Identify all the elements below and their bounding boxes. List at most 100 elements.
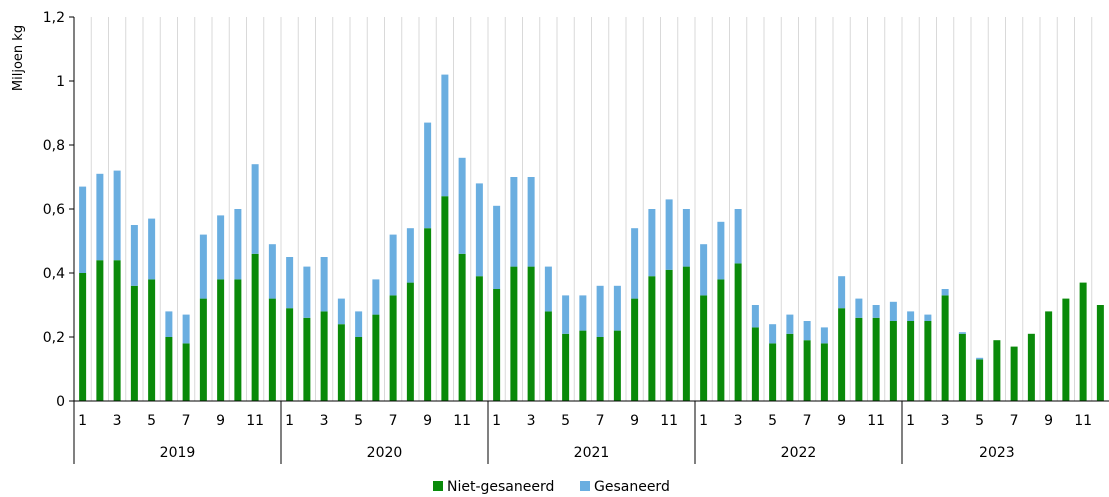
bar-niet-gesaneerd [1045, 311, 1053, 401]
x-tick-label: 11 [660, 413, 678, 429]
bar-niet-gesaneerd [493, 289, 501, 401]
bar-gesaneerd [803, 321, 811, 341]
legend-niet-gesaneerd-label: Niet-gesaneerd [447, 479, 554, 495]
legend-gesaneerd-label: Gesaneerd [594, 479, 670, 495]
x-tick-label: 7 [389, 413, 398, 429]
x-tick-label: 3 [320, 413, 329, 429]
bar-gesaneerd [79, 186, 87, 273]
bar-niet-gesaneerd [1062, 298, 1070, 401]
bar-gesaneerd [148, 218, 156, 280]
x-tick-label: 7 [182, 413, 191, 429]
bar-niet-gesaneerd [579, 330, 587, 401]
bar-niet-gesaneerd [337, 324, 345, 401]
bar-niet-gesaneerd [372, 314, 380, 401]
bar-niet-gesaneerd [751, 327, 759, 401]
bar-niet-gesaneerd [613, 330, 621, 401]
x-tick-label: 1 [492, 413, 501, 429]
bar-gesaneerd [96, 173, 104, 261]
bar-gesaneerd [337, 298, 345, 325]
x-tick-label: 11 [867, 413, 885, 429]
bar-gesaneerd [751, 305, 759, 328]
bar-niet-gesaneerd [217, 279, 225, 401]
y-tick-label: 0,2 [43, 330, 65, 346]
bar-niet-gesaneerd [199, 298, 207, 401]
bar-gesaneerd [820, 327, 828, 344]
bar-gesaneerd [596, 285, 604, 337]
bar-niet-gesaneerd [924, 321, 932, 401]
x-tick-label: 11 [453, 413, 471, 429]
x-tick-label: 5 [354, 413, 363, 429]
bar-gesaneerd [406, 228, 414, 283]
bar-niet-gesaneerd [79, 273, 87, 401]
bar-gesaneerd [165, 311, 173, 337]
x-tick-label: 3 [113, 413, 122, 429]
bar-gesaneerd [941, 289, 949, 296]
bar-niet-gesaneerd [631, 298, 639, 401]
legend-niet-gesaneerd-swatch [433, 481, 443, 491]
y-tick-label: 1 [56, 74, 65, 90]
bar-gesaneerd [700, 244, 708, 296]
bar-niet-gesaneerd [268, 298, 276, 401]
bar-niet-gesaneerd [838, 308, 846, 401]
bar-niet-gesaneerd [648, 276, 656, 401]
bar-gesaneerd [544, 266, 552, 312]
bar-gesaneerd [562, 295, 570, 334]
bar-gesaneerd [855, 298, 863, 318]
bar-niet-gesaneerd [251, 253, 259, 401]
bar-niet-gesaneerd [717, 279, 725, 401]
bar-gesaneerd [113, 170, 121, 261]
bar-gesaneerd [130, 225, 138, 286]
bar-niet-gesaneerd [165, 337, 173, 401]
bar-niet-gesaneerd [286, 308, 294, 401]
x-tick-label: 5 [975, 413, 984, 429]
bar-gesaneerd [613, 285, 621, 331]
bar-gesaneerd [682, 209, 690, 267]
bar-gesaneerd [355, 311, 363, 337]
bar-niet-gesaneerd [544, 311, 552, 401]
x-tick-label: 7 [1010, 413, 1019, 429]
bar-niet-gesaneerd [113, 260, 121, 401]
bar-niet-gesaneerd [130, 285, 138, 401]
bar-niet-gesaneerd [458, 253, 466, 401]
bar-gesaneerd [976, 357, 984, 360]
bar-gesaneerd [372, 279, 380, 315]
bar-gesaneerd [786, 314, 794, 334]
bar-niet-gesaneerd [700, 295, 708, 401]
y-tick-label: 0,8 [43, 138, 65, 154]
x-tick-label: 3 [527, 413, 536, 429]
bar-niet-gesaneerd [424, 228, 432, 401]
bar-niet-gesaneerd [872, 317, 880, 401]
bar-niet-gesaneerd [786, 333, 794, 401]
bar-gesaneerd [303, 266, 311, 318]
y-axis-label: Miljoen kg [11, 25, 26, 91]
bar-niet-gesaneerd [1027, 333, 1035, 401]
y-tick-label: 0,4 [43, 266, 65, 282]
bar-niet-gesaneerd [475, 276, 483, 401]
legend: Niet-gesaneerd Gesaneerd [433, 479, 670, 495]
bar-gesaneerd [579, 295, 587, 331]
bar-niet-gesaneerd [355, 337, 363, 401]
x-tick-label: 3 [941, 413, 950, 429]
bar-niet-gesaneerd [1079, 282, 1087, 401]
bar-niet-gesaneerd [562, 333, 570, 401]
bar-niet-gesaneerd [320, 311, 328, 401]
year-label: 2021 [574, 445, 610, 461]
y-axis: 0 0,2 0,4 0,6 0,8 1 1,2 [43, 10, 75, 410]
x-tick-label: 1 [906, 413, 915, 429]
bar-niet-gesaneerd [820, 343, 828, 401]
x-tick-label: 5 [561, 413, 570, 429]
bar-niet-gesaneerd [303, 317, 311, 401]
bar-niet-gesaneerd [907, 321, 915, 401]
x-tick-label: 7 [596, 413, 605, 429]
bar-niet-gesaneerd [182, 343, 190, 401]
bar-niet-gesaneerd [734, 263, 742, 401]
x-tick-label: 9 [1044, 413, 1053, 429]
legend-gesaneerd-swatch [580, 481, 590, 491]
bar-gesaneerd [838, 276, 846, 309]
bar-niet-gesaneerd [855, 317, 863, 401]
x-tick-label: 5 [768, 413, 777, 429]
bar-niet-gesaneerd [665, 269, 673, 401]
bar-gesaneerd [286, 257, 294, 309]
bar-gesaneerd [199, 234, 207, 299]
bar-gesaneerd [665, 199, 673, 270]
